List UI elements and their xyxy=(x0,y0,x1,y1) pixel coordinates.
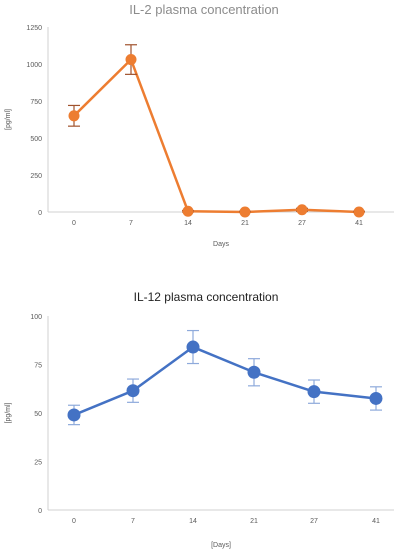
y-tick-label: 750 xyxy=(30,99,42,106)
chart-title: IL-2 plasma concentration xyxy=(129,2,279,17)
chart-title: IL-12 plasma concentration xyxy=(134,290,279,304)
y-tick-label: 100 xyxy=(30,314,42,321)
data-point xyxy=(307,385,321,399)
y-tick-label: 0 xyxy=(38,508,42,515)
data-point xyxy=(67,408,81,422)
y-axis-label: [pg/ml] xyxy=(5,402,12,423)
data-point xyxy=(182,205,194,217)
x-tick-label: 0 xyxy=(72,518,76,525)
x-tick-label: 7 xyxy=(131,518,135,525)
x-tick-label: 14 xyxy=(184,220,192,227)
data-point xyxy=(296,204,308,216)
y-tick-label: 50 xyxy=(34,411,42,418)
x-tick-label: 21 xyxy=(250,518,258,525)
x-tick-label: 41 xyxy=(372,518,380,525)
data-point xyxy=(186,340,200,354)
data-point xyxy=(247,365,261,379)
data-point xyxy=(239,206,251,218)
x-axis-label: Days xyxy=(213,241,229,248)
x-tick-label: 14 xyxy=(189,518,197,525)
data-point xyxy=(353,206,365,218)
series-line xyxy=(73,345,377,417)
data-point xyxy=(126,384,140,398)
y-tick-label: 1000 xyxy=(26,62,42,69)
data-point xyxy=(125,54,137,66)
x-tick-label: 7 xyxy=(129,220,133,227)
y-tick-label: 500 xyxy=(30,136,42,143)
y-tick-label: 250 xyxy=(30,173,42,180)
x-tick-label: 27 xyxy=(310,518,318,525)
y-tick-label: 25 xyxy=(34,460,42,467)
x-axis-label: [Days] xyxy=(211,542,231,549)
x-tick-label: 41 xyxy=(355,220,363,227)
data-point xyxy=(369,391,383,405)
x-tick-label: 27 xyxy=(298,220,306,227)
series-line xyxy=(73,58,360,214)
y-tick-label: 75 xyxy=(34,363,42,370)
y-tick-label: 0 xyxy=(38,210,42,217)
data-point xyxy=(68,110,80,122)
x-tick-label: 21 xyxy=(241,220,249,227)
x-tick-label: 0 xyxy=(72,220,76,227)
y-tick-label: 1250 xyxy=(26,25,42,32)
y-axis-label: [pg/ml] xyxy=(5,109,12,130)
